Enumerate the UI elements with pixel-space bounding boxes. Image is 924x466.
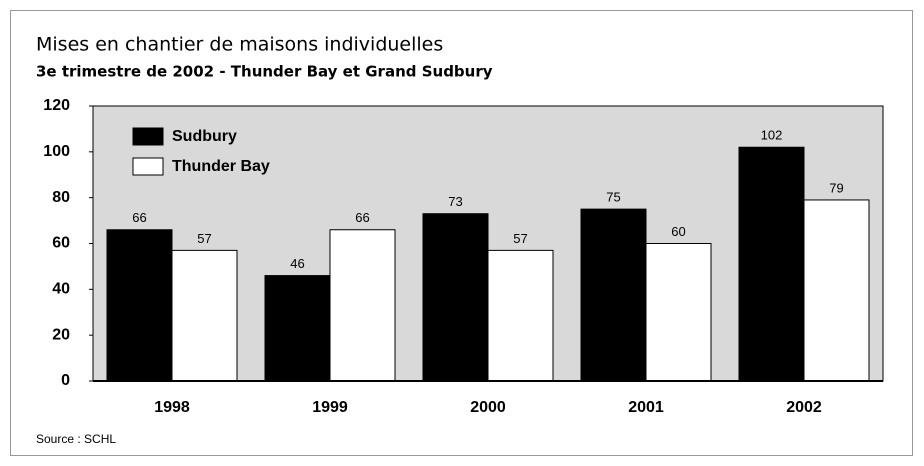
legend-swatch — [132, 157, 164, 176]
bar — [422, 213, 489, 382]
bar — [645, 243, 712, 382]
y-tick-label: 20 — [52, 326, 70, 343]
y-tick-label: 60 — [52, 235, 70, 252]
legend-swatch — [132, 127, 164, 146]
legend-label: Thunder Bay — [172, 158, 270, 175]
value-label: 60 — [671, 224, 685, 239]
y-tick-label: 80 — [52, 189, 70, 206]
bar — [738, 146, 805, 382]
value-label: 79 — [829, 180, 843, 195]
x-tick-label: 1998 — [154, 399, 190, 416]
x-tick-label: 2002 — [786, 399, 822, 416]
bar — [264, 275, 331, 382]
source: Source : SCHL — [36, 432, 116, 446]
value-label: 73 — [448, 194, 462, 209]
value-label: 57 — [513, 231, 527, 246]
x-tick-label: 2000 — [470, 399, 506, 416]
bar — [329, 229, 396, 382]
value-label: 46 — [290, 256, 304, 271]
bar — [803, 199, 870, 382]
y-tick-label: 100 — [43, 143, 70, 160]
bar — [580, 208, 647, 382]
y-tick-label: 40 — [52, 281, 70, 298]
chart-subtitle: 3e trimestre de 2002 - Thunder Bay et Gr… — [36, 63, 493, 81]
chart-title: Mises en chantier de maisons individuell… — [36, 34, 443, 56]
value-label: 57 — [197, 231, 211, 246]
legend-label: Sudbury — [172, 128, 237, 145]
x-tick-label: 2001 — [628, 399, 664, 416]
value-label: 75 — [606, 190, 620, 205]
x-tick-label: 1999 — [312, 399, 348, 416]
y-tick-label: 120 — [43, 97, 70, 114]
value-label: 66 — [132, 210, 146, 225]
bar — [171, 249, 238, 382]
bar — [106, 229, 173, 382]
y-tick-label: 0 — [61, 372, 70, 389]
value-label: 66 — [355, 210, 369, 225]
bar — [487, 249, 554, 382]
value-label: 102 — [761, 128, 783, 143]
